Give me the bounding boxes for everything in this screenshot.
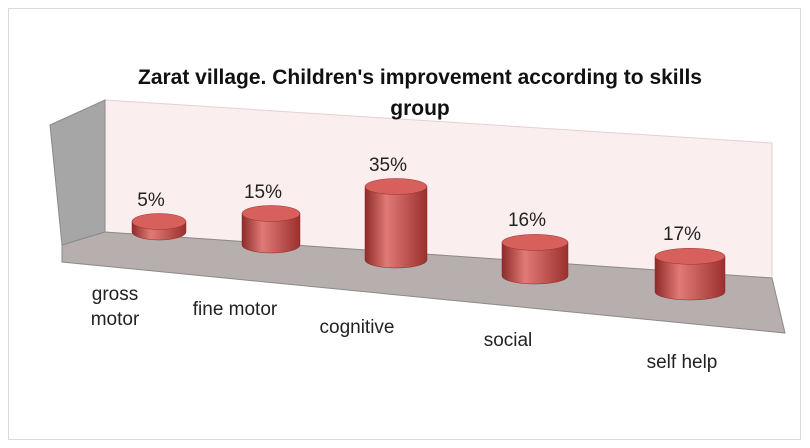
chart-title: Zarat village. Children's improvement ac… xyxy=(138,66,702,120)
bar xyxy=(241,213,301,254)
x-tick-label: social xyxy=(483,330,533,351)
bar-cap xyxy=(241,205,301,222)
bar-cap xyxy=(501,234,569,251)
value-label: 35% xyxy=(368,154,408,176)
bar-cap xyxy=(131,213,187,230)
bar xyxy=(364,186,428,269)
value-label: 15% xyxy=(243,181,283,203)
value-label: 16% xyxy=(507,210,547,232)
value-label: 5% xyxy=(137,189,165,211)
x-tick-label: cognitive xyxy=(319,317,395,338)
x-tick-label: self help xyxy=(646,352,718,373)
bar xyxy=(501,242,569,285)
bar-cap xyxy=(654,248,726,265)
bar xyxy=(654,256,726,301)
x-tick-label: fine motor xyxy=(192,299,278,320)
x-tick-label: gross motor xyxy=(90,284,140,330)
value-label: 17% xyxy=(662,224,702,246)
floor xyxy=(61,231,786,334)
bar-cap xyxy=(364,178,428,195)
